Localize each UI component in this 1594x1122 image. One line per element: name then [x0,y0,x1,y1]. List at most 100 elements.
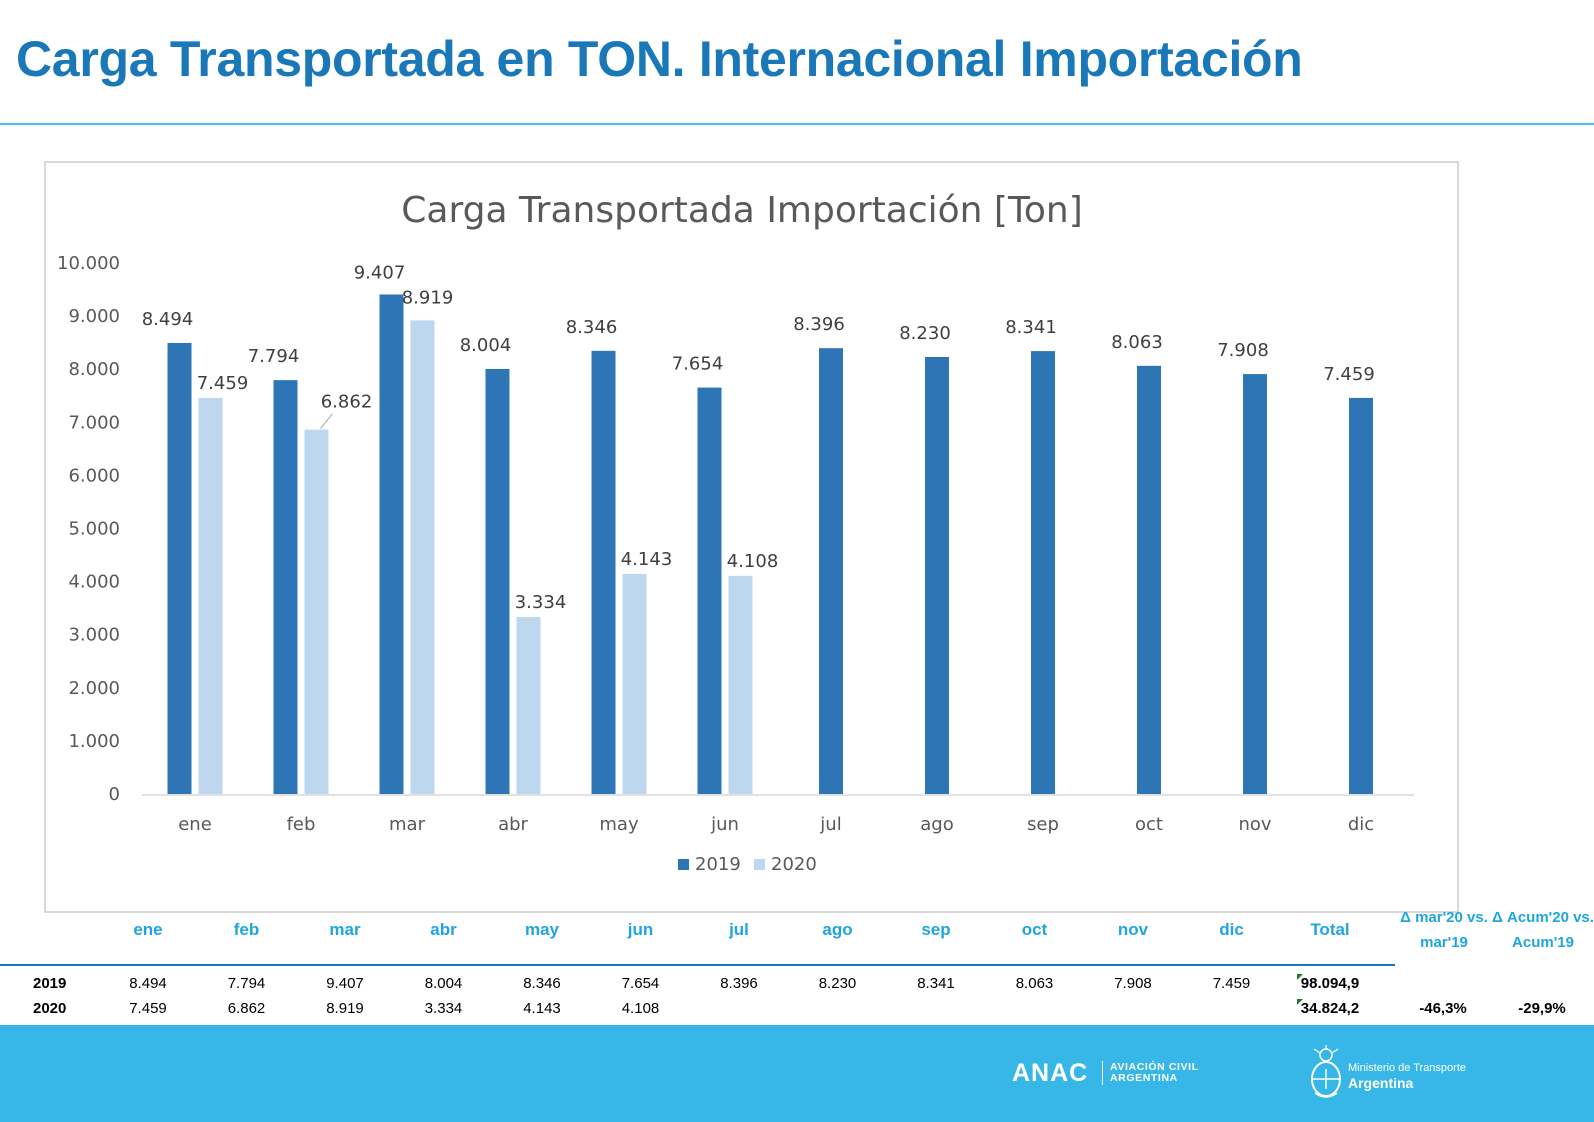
table-header-cell: feb [233,920,260,939]
data-label-2019: 9.407 [354,262,406,283]
table-total-cell: 98.094,9 [1300,975,1360,992]
bar-2019 [1031,351,1055,794]
x-tick-label: oct [1135,814,1163,835]
table-cell: 8.004 [424,975,463,992]
x-tick-label: dic [1348,814,1374,835]
y-tick-label: 6.000 [68,465,120,486]
bar-chart: Carga Transportada Importación [Ton] 0 1.0… [57,190,1414,875]
data-label-2019: 8.230 [899,323,951,344]
bar-2019 [379,294,404,794]
anac-sub-line-2: ARGENTINA [1110,1072,1178,1084]
chart-title: Carga Transportada Importación [Ton] [401,190,1083,231]
legend-swatch-2020 [754,859,765,870]
x-tick-label: feb [287,814,316,835]
table-header-cell: abr [430,920,457,939]
anac-logo: ANAC [1012,1059,1089,1087]
table-header-cell: jul [729,920,749,939]
table-header-cell: Total [1310,920,1350,939]
bar-2020 [198,397,223,794]
footer-bar: ANAC AVIACIÓN CIVIL ARGENTINA Ministerio… [0,1025,1594,1122]
x-tick-label: ene [178,814,212,835]
table-header-row: ene feb mar abr may jun jul ago sep oct nov dic Tota… [0,905,1594,965]
table-header-delta-month: Δ mar'20 vs. mar'19 [1400,909,1488,951]
table-cell: 8.396 [720,975,758,992]
table-cell: 8.494 [129,975,167,992]
table-header-cell: nov [1117,920,1149,939]
bar-2019 [591,350,616,794]
data-label-leader-line [320,413,333,429]
bar-2020 [304,429,329,794]
data-label-2019: 8.004 [460,335,512,356]
x-tick-label: jul [819,814,841,835]
legend-label-2019: 2019 [695,854,741,875]
bar-2019 [819,348,843,794]
cell-comment-marker [1297,999,1303,1005]
bar-2019 [273,380,298,794]
cell-comment-marker [1297,974,1303,980]
table-cell: 7.908 [1114,975,1152,992]
bar-2020 [622,574,647,794]
y-tick-label: 7.000 [68,412,120,433]
page-title: Carga Transportada en TON. Internacional… [16,31,1303,87]
bar-2020 [728,575,753,794]
table-cell: 7.654 [621,975,660,992]
table-cell: 6.862 [227,1000,266,1017]
table-header-divider [0,964,1395,966]
table-header-cell: dic [1219,920,1244,939]
table-header-cell: oct [1021,920,1048,939]
ministry-line-1: Ministerio de Transporte [1348,1062,1466,1074]
anac-logo-subtitle: AVIACIÓN CIVIL ARGENTINA [1110,1062,1199,1084]
x-tick-label: jun [710,814,739,835]
table-cell: 8.230 [818,975,857,992]
bar-2019 [485,368,510,794]
ministry-line-2: Argentina [1348,1075,1414,1091]
x-tick-label: ago [920,814,953,835]
y-tick-label: 0 [109,784,120,805]
data-label-2020: 8.919 [402,287,454,308]
y-tick-label: 1.000 [68,731,120,752]
bar-2019 [167,342,192,794]
x-tick-label: abr [498,814,528,835]
data-label-2020: 4.143 [621,549,673,570]
data-label-2019: 7.654 [672,354,724,375]
table-row-label: 2020 [33,1000,67,1017]
table-header-cell: ene [133,920,163,939]
x-tick-label: mar [389,814,426,835]
table-header-cell: mar [329,920,361,939]
data-label-2019: 7.794 [248,346,300,367]
chart-frame: Carga Transportada Importación [Ton] 0 1.0… [44,161,1459,913]
bar-2019 [1349,397,1373,794]
table-cell: 7.459 [1212,975,1251,992]
table-cell: 7.459 [129,1000,167,1017]
table-header-cell: ago [822,920,853,939]
y-tick-label: 9.000 [68,306,120,327]
bar-2019 [925,356,949,794]
data-label-2020: 3.334 [515,592,567,613]
table-cell: 4.108 [621,1000,660,1017]
table-cell: 8.346 [523,975,561,992]
x-tick-label: nov [1238,814,1271,835]
table-delta-month-cell: -46,3% [1419,1000,1467,1017]
table-header-cell: jun [627,920,654,939]
data-label-2020: 7.459 [197,373,249,394]
title-divider [0,123,1594,125]
table-delta-accum-cell: -29,9% [1518,1000,1566,1017]
table-header-cell: may [524,920,560,939]
data-label-2019: 7.459 [1323,364,1375,385]
data-label-2019: 8.341 [1005,317,1057,338]
y-tick-label: 2.000 [68,678,120,699]
table-total-cell: 34.824,2 [1300,1000,1360,1017]
data-label-2019: 7.908 [1217,340,1269,361]
table-cell: 7.794 [227,975,266,992]
x-tick-label: sep [1027,814,1059,835]
logo-divider [1102,1061,1103,1085]
argentina-seal-icon [1311,1045,1341,1098]
table-cell: 4.143 [523,1000,561,1017]
table-header-delta-accum: Δ Acum'20 vs. Acum'19 [1492,909,1594,951]
table-header-cell: sep [921,920,951,939]
y-tick-label: 4.000 [68,572,120,593]
legend-swatch-2019 [678,859,689,870]
bar-2019 [1243,374,1267,794]
bar-2020 [410,320,435,794]
y-tick-label: 3.000 [68,625,120,646]
